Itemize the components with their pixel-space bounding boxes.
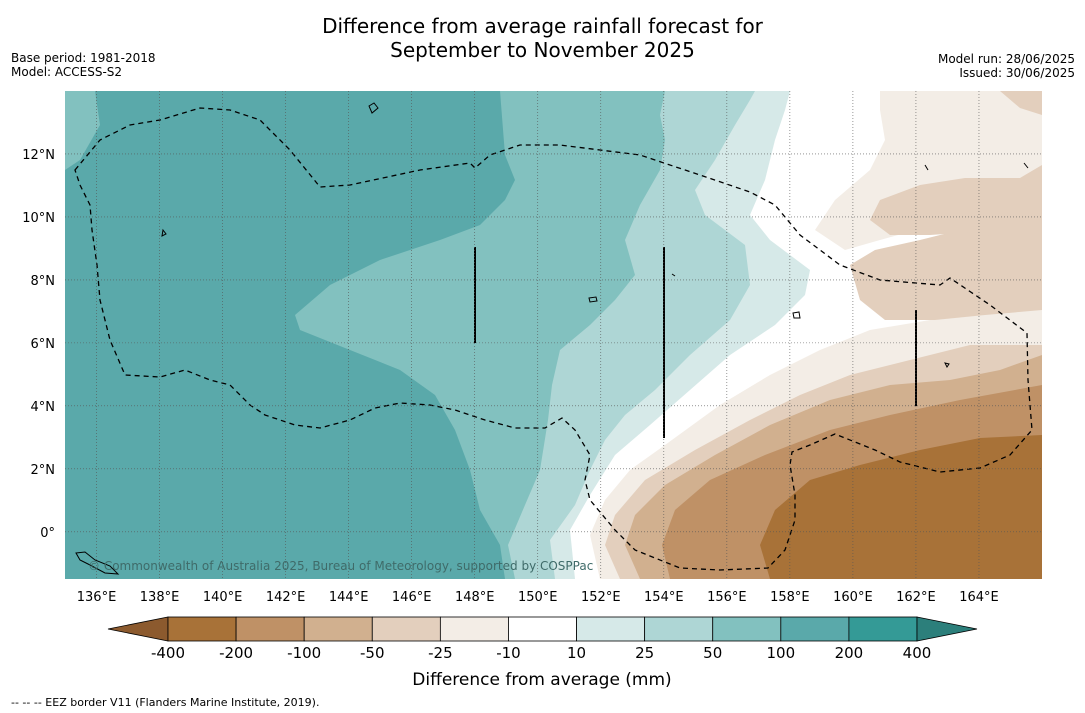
colorbar-label: -50 bbox=[360, 644, 385, 662]
colorbar-extend-low bbox=[107, 616, 169, 642]
lat-tick-label: 4°N bbox=[31, 400, 56, 415]
lon-tick-label: 140°E bbox=[203, 590, 243, 605]
islands bbox=[75, 102, 1029, 575]
colorbar-label: 100 bbox=[766, 644, 795, 662]
colorbar-swatch bbox=[371, 616, 441, 642]
issued-text: Issued: 30/06/2025 bbox=[959, 66, 1075, 80]
colorbar-label: 50 bbox=[703, 644, 722, 662]
gridlines bbox=[65, 91, 1042, 579]
colorbar-label: -25 bbox=[428, 644, 453, 662]
colorbar-swatch bbox=[780, 616, 850, 642]
model-run-text: Model run: 28/06/2025 bbox=[937, 52, 1075, 66]
lon-tick-label: 148°E bbox=[455, 590, 495, 605]
lon-tick-labels: 136°E 138°E 140°E 142°E 144°E 146°E 148°E 150°E… bbox=[77, 590, 999, 605]
eez-border bbox=[74, 107, 1033, 571]
colorbar: -400 -200 -100 -50 -25 -10 10 25 50 100 200 400 Dif… bbox=[107, 616, 978, 690]
colorbar-label: -400 bbox=[151, 644, 185, 662]
colorbar-swatch bbox=[644, 616, 714, 642]
colorbar-swatch bbox=[848, 616, 918, 642]
colorbar-swatch bbox=[712, 616, 782, 642]
lon-tick-label: 162°E bbox=[896, 590, 936, 605]
chart-title: Difference from average rainfall forecas… bbox=[0, 14, 1085, 62]
zone-50-100-nw bbox=[65, 91, 100, 170]
lon-tick-label: 154°E bbox=[644, 590, 684, 605]
colorbar-label: 200 bbox=[835, 644, 864, 662]
lon-tick-label: 158°E bbox=[770, 590, 810, 605]
colorbar-label: -200 bbox=[219, 644, 253, 662]
lon-tick-label: 150°E bbox=[518, 590, 558, 605]
lon-tick-label: 142°E bbox=[266, 590, 306, 605]
colorbar-label: -100 bbox=[287, 644, 321, 662]
colorbar-label: 400 bbox=[903, 644, 932, 662]
lon-tick-label: 136°E bbox=[77, 590, 117, 605]
lon-tick-label: 160°E bbox=[833, 590, 873, 605]
title-line-2: September to November 2025 bbox=[390, 38, 695, 62]
meta-right: Model run: 28/06/2025 Issued: 30/06/2025 bbox=[938, 52, 1075, 80]
lon-tick-label: 164°E bbox=[959, 590, 999, 605]
lat-tick-label: 10°N bbox=[22, 211, 55, 226]
colorbar-title: Difference from average (mm) bbox=[412, 670, 671, 690]
lat-tick-label: 2°N bbox=[31, 463, 56, 478]
title-line-1: Difference from average rainfall forecas… bbox=[322, 14, 763, 38]
colorbar-swatch bbox=[439, 616, 509, 642]
copyright-text: © Commonwealth of Australia 2025, Bureau… bbox=[88, 559, 593, 573]
lat-tick-label: 12°N bbox=[22, 148, 55, 163]
eez-footnote: -- -- -- EEZ border V11 (Flanders Marine… bbox=[11, 696, 320, 709]
lon-tick-label: 138°E bbox=[140, 590, 180, 605]
lon-tick-label: 156°E bbox=[707, 590, 747, 605]
colorbar-swatch bbox=[303, 616, 373, 642]
zone-minus-200-400 bbox=[760, 435, 1042, 579]
colorbar-swatch bbox=[167, 616, 237, 642]
lon-tick-label: 152°E bbox=[581, 590, 621, 605]
colorbar-swatch bbox=[508, 616, 577, 642]
colorbar-label: 25 bbox=[635, 644, 654, 662]
lon-tick-label: 144°E bbox=[329, 590, 369, 605]
meta-left: Base period: 1981-2018 Model: ACCESS-S2 bbox=[11, 51, 156, 79]
lat-tick-label: 0° bbox=[40, 526, 55, 541]
colorbar-swatch bbox=[235, 616, 305, 642]
colorbar-extend-high bbox=[916, 616, 978, 642]
base-period-text: Base period: 1981-2018 bbox=[11, 51, 156, 65]
lat-tick-label: 6°N bbox=[31, 337, 56, 352]
rainfall-map: © Commonwealth of Australia 2025, Bureau… bbox=[65, 91, 1042, 579]
colorbar-swatch bbox=[576, 616, 646, 642]
lon-tick-label: 146°E bbox=[392, 590, 432, 605]
lat-tick-labels: 12°N 10°N 8°N 6°N 4°N 2°N 0° bbox=[22, 148, 55, 541]
colorbar-label: -10 bbox=[496, 644, 521, 662]
lat-tick-label: 8°N bbox=[31, 274, 56, 289]
model-text: Model: ACCESS-S2 bbox=[11, 65, 123, 79]
zone-minus-25-50-north bbox=[870, 178, 1042, 240]
colorbar-label: 10 bbox=[567, 644, 586, 662]
zone-minus-25-50-ne bbox=[1000, 91, 1042, 115]
